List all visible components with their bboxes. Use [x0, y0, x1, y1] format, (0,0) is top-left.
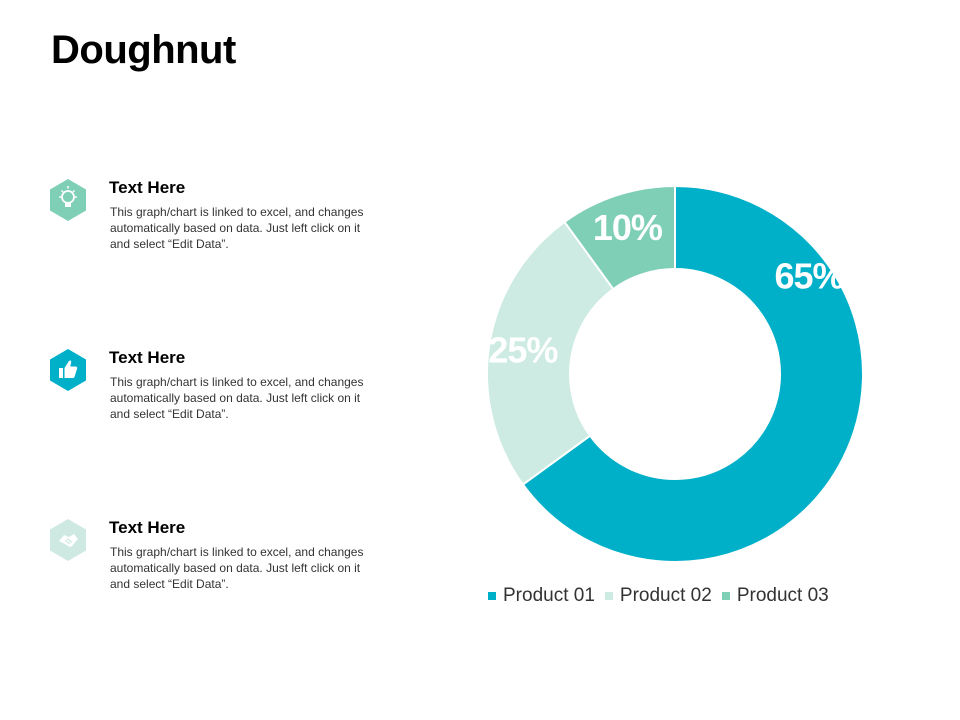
lightbulb-icon — [48, 178, 88, 222]
doughnut-slice-3 — [563, 184, 676, 291]
slice-label-3: 10% — [593, 207, 663, 248]
info-heading: Text Here — [109, 518, 186, 537]
info-body: This graph/chart is linked to excel, and… — [110, 375, 364, 421]
doughnut-slice-2 — [486, 220, 615, 486]
doughnut-chart-svg: 65% 25% 10% — [486, 184, 864, 563]
info-body: This graph/chart is linked to excel, and… — [110, 205, 364, 251]
doughnut-slice-1 — [521, 184, 864, 563]
thumbs-up-icon — [48, 348, 88, 392]
legend-label: Product 03 — [736, 585, 829, 606]
doughnut-chart: 65% 25% 10% — [470, 170, 880, 580]
chart-legend: Product 01 Product 02 Product 03 — [488, 585, 829, 607]
info-heading: Text Here — [109, 178, 186, 197]
legend-item: Product 03 — [721, 585, 829, 607]
info-item: Text Here This graph/chart is linked to … — [48, 178, 388, 258]
legend-item: Product 01 — [488, 585, 595, 607]
legend-label: Product 01 — [503, 585, 595, 606]
legend-item: Product 02 — [604, 585, 712, 607]
info-heading: Text Here — [109, 348, 186, 367]
info-body: This graph/chart is linked to excel, and… — [110, 545, 364, 591]
info-item: Text Here This graph/chart is linked to … — [48, 348, 388, 428]
slice-label-2: 25% — [488, 329, 558, 370]
legend-swatch — [721, 592, 730, 600]
page-title: Doughnut — [51, 28, 236, 72]
legend-label: Product 02 — [619, 585, 712, 606]
info-item: Text Here This graph/chart is linked to … — [48, 518, 388, 598]
legend-swatch — [488, 592, 496, 600]
legend-swatch — [604, 592, 613, 600]
slice-label-1: 65% — [774, 256, 844, 297]
handshake-icon — [48, 518, 88, 562]
